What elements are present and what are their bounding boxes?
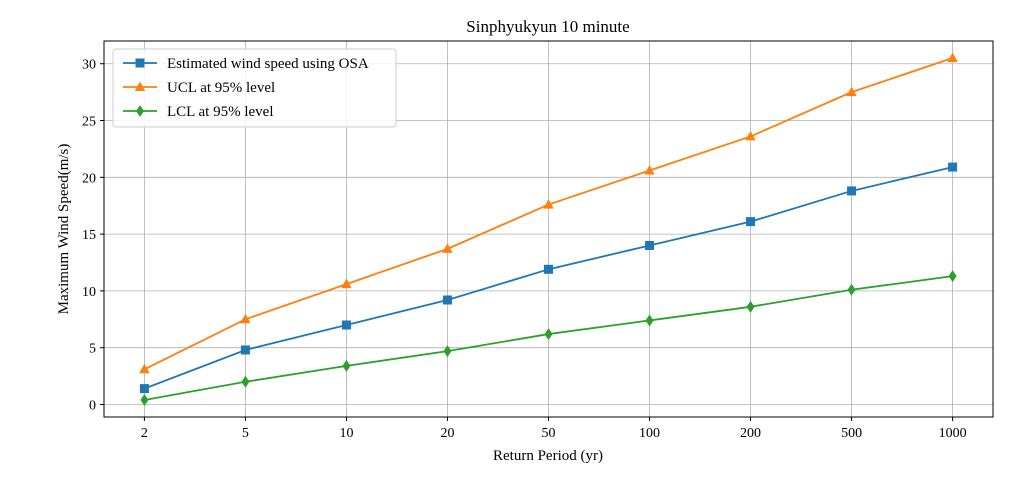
data-point — [544, 328, 553, 341]
data-point — [341, 320, 351, 330]
data-point — [746, 300, 755, 313]
data-point — [644, 164, 655, 175]
legend-item: Estimated wind speed using OSA — [123, 56, 369, 72]
legend: Estimated wind speed using OSA UCL at 95%… — [112, 48, 397, 128]
series-group — [139, 52, 958, 406]
legend-swatch-marker — [134, 81, 146, 91]
data-point — [948, 270, 957, 283]
x-tick-label: 1000 — [939, 426, 967, 441]
x-tick-label: 20 — [440, 426, 454, 441]
legend-item: UCL at 95% level — [123, 80, 275, 96]
legend-swatch-marker — [135, 58, 145, 68]
data-point — [645, 314, 654, 327]
data-point — [442, 243, 453, 253]
y-axis-title: Maximum Wind Speed(m/s) — [56, 144, 72, 315]
legend-swatch-marker — [136, 105, 144, 117]
series-2 — [139, 52, 958, 374]
data-point — [139, 363, 150, 374]
y-tick-label: 20 — [82, 171, 96, 186]
chart-title: Sinphyukyun 10 minute — [466, 17, 629, 36]
legend-label: UCL at 95% level — [167, 80, 275, 96]
x-tick-label: 50 — [542, 426, 556, 441]
y-tick-label: 5 — [89, 342, 96, 357]
data-point — [342, 359, 351, 372]
data-point — [240, 345, 250, 355]
data-point — [947, 52, 958, 63]
x-tick-label: 10 — [339, 426, 353, 441]
series-3 — [140, 270, 957, 406]
data-point — [341, 278, 352, 289]
data-point — [846, 86, 857, 97]
data-point — [140, 393, 149, 406]
x-tick-label: 200 — [740, 426, 761, 441]
data-point — [443, 345, 452, 358]
data-point — [745, 130, 756, 141]
x-tick-label: 2 — [141, 426, 148, 441]
x-tick-label: 500 — [841, 426, 862, 441]
y-tick-label: 0 — [89, 399, 96, 414]
data-point — [442, 295, 452, 305]
series-1 — [139, 162, 958, 394]
data-point — [948, 162, 958, 172]
x-tick-label: 5 — [242, 426, 249, 441]
legend-item: LCL at 95% level — [123, 104, 274, 120]
y-tick-label: 15 — [82, 228, 96, 243]
y-tick-label: 25 — [82, 115, 96, 130]
x-axis-title: Return Period (yr) — [493, 448, 603, 464]
data-point — [241, 375, 250, 388]
data-point — [543, 199, 554, 209]
data-point — [139, 384, 149, 394]
data-point — [240, 313, 251, 324]
legend-label: LCL at 95% level — [167, 104, 274, 120]
y-tick-label: 30 — [82, 58, 96, 73]
x-tick-label: 100 — [639, 426, 660, 441]
data-point — [847, 283, 856, 296]
legend-label: Estimated wind speed using OSA — [167, 56, 369, 72]
legend-box — [112, 48, 397, 128]
data-point — [645, 240, 655, 250]
data-point — [544, 264, 553, 274]
y-tick-label: 10 — [82, 285, 96, 300]
data-point — [746, 217, 756, 227]
data-point — [847, 186, 857, 196]
